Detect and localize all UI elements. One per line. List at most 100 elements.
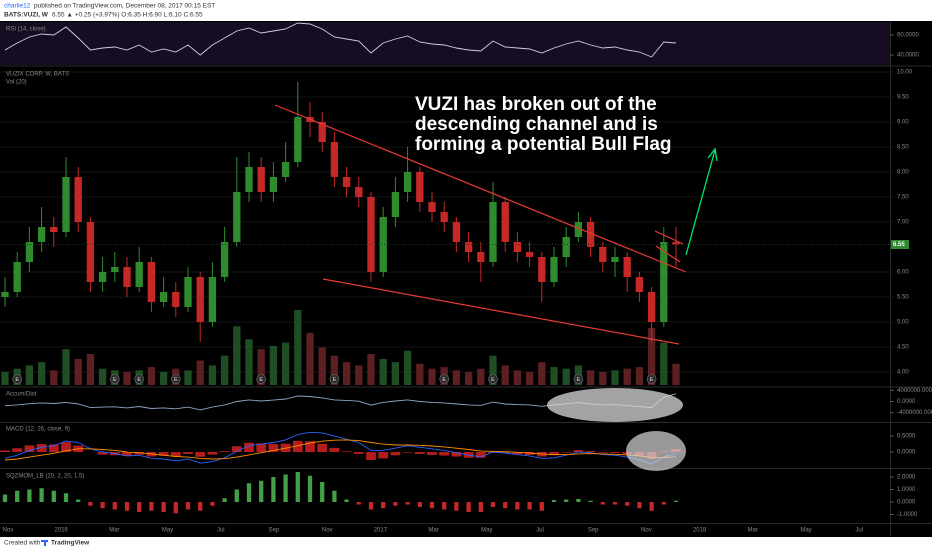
- panel-title: VUZIX CORP, W, BATS: [6, 72, 69, 78]
- momentum-bar: [649, 502, 654, 511]
- volume-bar: [318, 347, 326, 385]
- macd-histogram-bar: [317, 443, 328, 453]
- candle-body: [37, 227, 46, 242]
- momentum-bar: [259, 480, 264, 502]
- macd-histogram-bar: [61, 442, 71, 453]
- last-price-tag: [891, 240, 909, 249]
- momentum-bar: [673, 500, 679, 502]
- x-tick-label: Nov: [3, 528, 14, 534]
- volume-bar: [196, 360, 204, 385]
- panel-title: Accum/Dist: [6, 392, 37, 398]
- footer-brand[interactable]: TradingView: [51, 540, 90, 547]
- macd-histogram-bar: [414, 452, 425, 454]
- macd-histogram-bar: [219, 451, 230, 453]
- macd-histogram-bar: [231, 446, 242, 453]
- macd-histogram-bar: [244, 442, 254, 453]
- volume-bar: [562, 368, 570, 385]
- momentum-bar: [76, 499, 81, 502]
- publisher[interactable]: charlie12: [4, 3, 31, 10]
- panel-borders: [0, 22, 932, 536]
- momentum-bar: [198, 502, 203, 511]
- event-label: E: [491, 377, 495, 383]
- macd-histogram-bar: [97, 452, 108, 455]
- highlight: [547, 388, 683, 422]
- macd-histogram-bar: [158, 452, 169, 456]
- candle-body: [147, 262, 156, 302]
- momentum-bar: [442, 502, 447, 510]
- macd-histogram-bar: [427, 452, 437, 455]
- panel-title: MACD (12, 26, close, 9): [6, 427, 70, 433]
- candle-body: [623, 257, 631, 277]
- momentum-bar: [332, 490, 337, 502]
- annotation: VUZI has broken out of the: [415, 94, 657, 115]
- candle-body: [525, 252, 534, 257]
- macd-histogram-bar: [597, 452, 608, 453]
- macd-histogram-bar: [24, 445, 35, 453]
- event-label: E: [577, 377, 581, 383]
- y-tick-label: 8.50: [897, 145, 909, 151]
- footer-bar: [0, 537, 932, 550]
- y-tick-label: 4000000.0000: [897, 388, 932, 394]
- momentum-bar: [393, 502, 398, 506]
- volume-bar: [611, 370, 619, 385]
- x-tick-label: Nov: [641, 528, 652, 534]
- y-tick-label: 60.0000: [897, 33, 919, 39]
- volume-bar: [355, 365, 363, 385]
- header-bar: [0, 0, 932, 21]
- event-marker: [171, 374, 181, 384]
- candle-body: [513, 242, 522, 252]
- event-label: E: [113, 377, 117, 383]
- volume-bar: [306, 332, 314, 385]
- volume-bar: [489, 355, 497, 385]
- candle-body: [172, 292, 180, 307]
- momentum-bar: [490, 502, 496, 507]
- volume-bar: [257, 349, 265, 385]
- volume-bar: [342, 362, 351, 385]
- macd-histogram-bar: [451, 452, 462, 457]
- quote: 6.55 ▲ +0.25 (+3.97%) O:6.35 H:6.90 L:6.…: [52, 12, 203, 19]
- momentum-bar: [564, 499, 569, 502]
- volume-bar: [550, 367, 558, 385]
- volume-bar: [62, 349, 70, 385]
- volume-bar: [428, 368, 436, 385]
- macd-histogram-bar: [475, 452, 486, 458]
- candle-body: [330, 142, 339, 177]
- momentum-bar: [515, 502, 520, 510]
- candle-body: [159, 292, 168, 302]
- candle-body: [62, 177, 70, 232]
- candle-body: [489, 202, 497, 262]
- momentum-bar: [100, 502, 105, 509]
- momentum-bar: [234, 489, 239, 502]
- candle-body: [342, 177, 351, 187]
- y-tick-label: 2.0000: [897, 475, 916, 481]
- candle-body: [196, 277, 204, 322]
- volume-bar: [330, 355, 339, 385]
- event-marker: [110, 374, 120, 384]
- highlight: [626, 431, 686, 471]
- macd-histogram-bar: [183, 452, 193, 454]
- volume-bar: [123, 371, 131, 385]
- volume-bar: [416, 363, 424, 385]
- candle-body: [403, 172, 412, 192]
- volume-bar: [403, 350, 412, 385]
- event-label: E: [650, 377, 654, 383]
- volume-bar: [294, 310, 302, 385]
- candle-body: [416, 172, 424, 202]
- annotation: forming a potential Bull Flag: [415, 134, 672, 155]
- momentum-bar: [344, 499, 349, 502]
- volume-bar: [379, 358, 387, 385]
- momentum-bar: [637, 502, 642, 509]
- momentum-bar: [124, 502, 130, 511]
- x-tick-label: 2018: [693, 528, 707, 534]
- signal-line: [4, 439, 677, 461]
- candle-body: [245, 167, 253, 192]
- macd-histogram-bar: [353, 452, 364, 454]
- candle-body: [184, 277, 192, 307]
- momentum-bar: [51, 490, 56, 502]
- volume-bar: [660, 342, 668, 385]
- y-tick-label: 9.50: [897, 95, 909, 101]
- rsi-band: [0, 22, 890, 65]
- plots: 10.00 9.50 9.00 8.50 8.00 7.50 7.00 6.00 5.50 5.0…: [0, 22, 932, 534]
- published: published on TradingView.com, December 0…: [34, 3, 215, 10]
- momentum-bar: [27, 489, 32, 502]
